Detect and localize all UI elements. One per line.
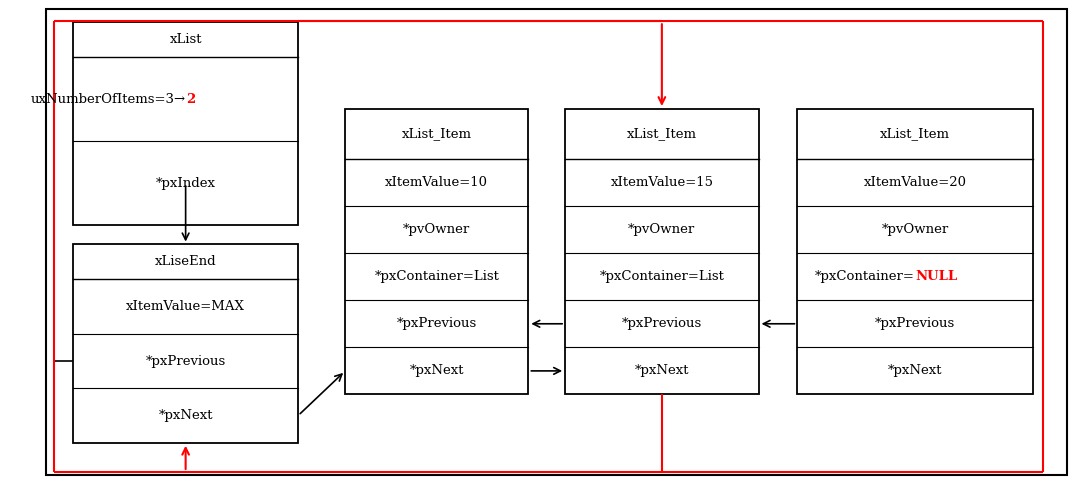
Text: 2: 2 <box>186 93 194 106</box>
Text: *pxPrevious: *pxPrevious <box>622 318 702 330</box>
Bar <box>797 109 1032 394</box>
Text: xItemValue=MAX: xItemValue=MAX <box>126 300 245 313</box>
Text: *pxNext: *pxNext <box>159 409 213 422</box>
Text: *pxPrevious: *pxPrevious <box>396 318 477 330</box>
Text: *pvOwner: *pvOwner <box>629 223 696 236</box>
Text: xLiseEnd: xLiseEnd <box>154 255 216 268</box>
Text: *pxContainer=List: *pxContainer=List <box>375 270 499 283</box>
Text: xList: xList <box>170 33 202 46</box>
Text: *pxNext: *pxNext <box>888 364 943 378</box>
Text: *pxContainer=: *pxContainer= <box>815 270 915 283</box>
Text: *pvOwner: *pvOwner <box>403 223 471 236</box>
Text: xList_Item: xList_Item <box>402 127 472 140</box>
Text: xItemValue=20: xItemValue=20 <box>864 176 967 189</box>
Bar <box>73 244 298 443</box>
Text: *pxPrevious: *pxPrevious <box>875 318 956 330</box>
Text: xItemValue=15: xItemValue=15 <box>610 176 714 189</box>
Text: *pvOwner: *pvOwner <box>881 223 948 236</box>
Text: xItemValue=10: xItemValue=10 <box>386 176 488 189</box>
Text: *pxIndex: *pxIndex <box>156 177 216 190</box>
Text: NULL: NULL <box>915 270 957 283</box>
Text: xList_Item: xList_Item <box>626 127 697 140</box>
Bar <box>73 22 298 225</box>
Text: uxNumberOfItems=3→: uxNumberOfItems=3→ <box>30 93 186 106</box>
Text: *pxContainer=List: *pxContainer=List <box>599 270 725 283</box>
Text: *pxNext: *pxNext <box>409 364 464 378</box>
Text: *pxNext: *pxNext <box>635 364 689 378</box>
Text: *pxPrevious: *pxPrevious <box>146 354 226 367</box>
Bar <box>565 109 758 394</box>
Text: xList_Item: xList_Item <box>880 127 950 140</box>
Bar <box>346 109 528 394</box>
